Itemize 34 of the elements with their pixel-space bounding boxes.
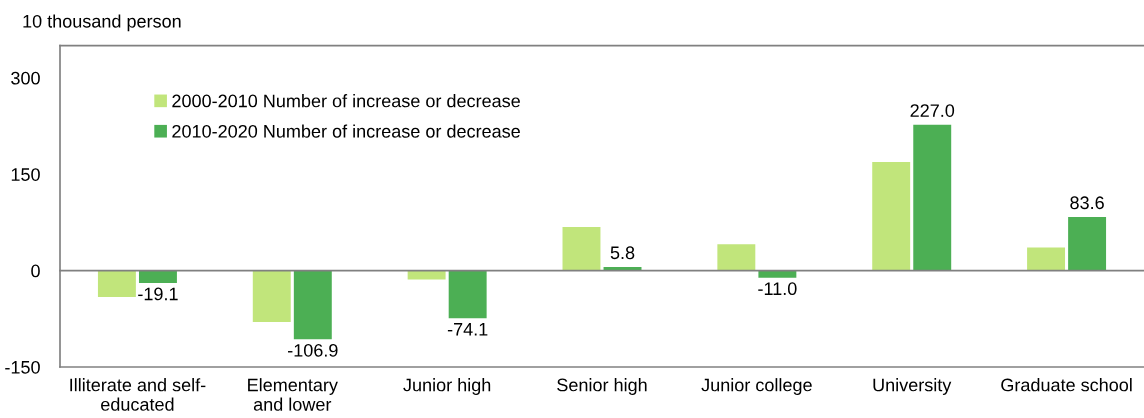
data-label: 83.6 [1070, 196, 1104, 210]
bar [448, 270, 487, 319]
legend-label: 2010-2020 Number of increase or decrease [172, 124, 520, 138]
x-tick-label: Junior high [403, 378, 491, 395]
bar [913, 124, 952, 271]
bar [717, 244, 756, 271]
bar [872, 162, 911, 271]
y-tick-label: 300 [11, 71, 40, 85]
bar [1068, 216, 1107, 271]
x-tick-label: Graduate school [1001, 378, 1132, 392]
data-label: -11.0 [758, 282, 797, 296]
x-tick-label: Elementary and lower [248, 378, 338, 411]
bar [97, 270, 136, 297]
y-tick-label: 0 [31, 264, 40, 278]
x-tick-label: Senior high [557, 378, 647, 395]
data-label: -19.1 [138, 287, 178, 301]
legend-label: 2000-2010 Number of increase or decrease [172, 94, 520, 108]
x-tick-label: Illiterate and self- educated [70, 378, 206, 411]
y-axis-title: 10 thousand person [23, 14, 181, 32]
data-label: 5.8 [610, 246, 635, 260]
data-label: 227.0 [910, 104, 955, 117]
data-label: -106.9 [288, 343, 338, 357]
data-label: -74.1 [447, 323, 488, 336]
y-tick-label: -150 [5, 360, 40, 374]
y-tick-label: 150 [11, 168, 40, 181]
bar [252, 270, 291, 323]
bar [758, 270, 797, 278]
bar [293, 270, 332, 340]
bar [562, 226, 601, 271]
bar [138, 270, 177, 283]
bar [407, 270, 446, 280]
x-tick-label: University [873, 378, 952, 395]
bar [1027, 247, 1066, 271]
x-tick-label: Junior college [701, 378, 812, 395]
